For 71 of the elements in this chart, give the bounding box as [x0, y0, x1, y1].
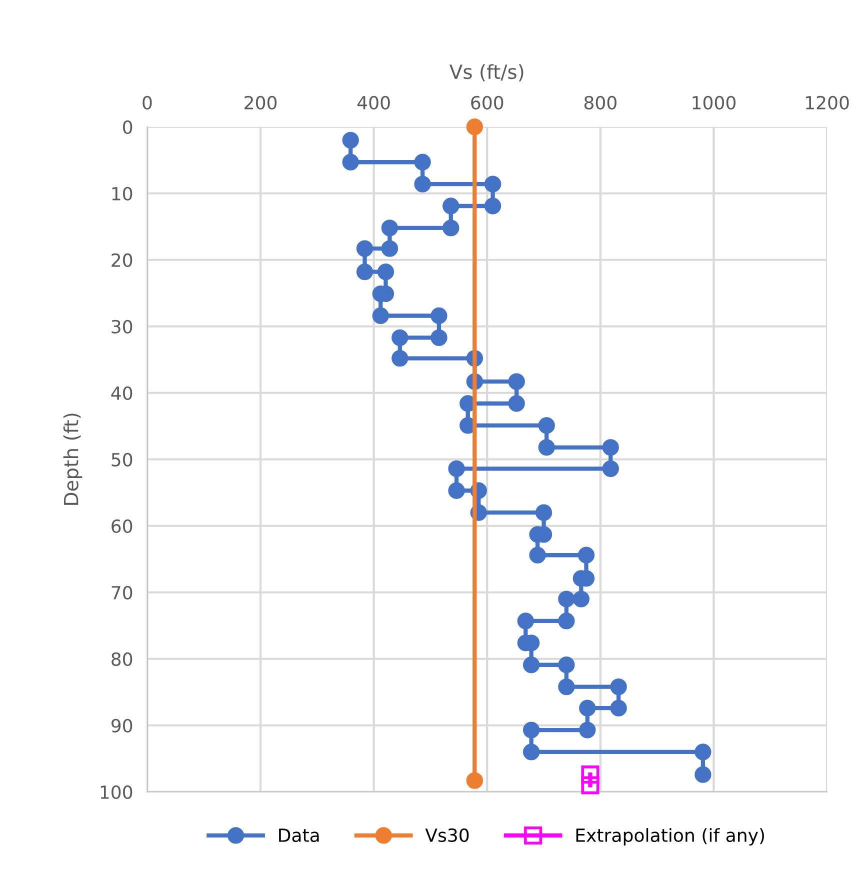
legend-label: Data	[279, 828, 319, 842]
point	[442, 198, 460, 214]
y-tick-label: 80	[112, 652, 132, 666]
point	[535, 504, 552, 521]
point	[356, 264, 374, 280]
point	[414, 154, 431, 170]
point	[522, 656, 540, 674]
point	[538, 417, 555, 434]
y-tick-label: 70	[112, 586, 132, 600]
point	[508, 373, 525, 390]
point	[579, 700, 596, 716]
point	[558, 590, 575, 608]
point	[579, 722, 596, 738]
point	[392, 329, 408, 346]
point	[558, 678, 575, 696]
y-tick-label: 10	[112, 186, 132, 200]
x-tick-label: 1200	[806, 96, 849, 110]
point	[581, 766, 600, 784]
point	[522, 744, 540, 760]
x-tick-label: 600	[471, 96, 504, 110]
point	[448, 482, 465, 499]
point	[517, 612, 534, 630]
point	[381, 220, 398, 236]
y-tick-label: 40	[111, 386, 132, 400]
point	[342, 154, 359, 170]
point	[581, 776, 600, 794]
point	[356, 240, 374, 257]
point	[466, 772, 483, 789]
point	[610, 678, 627, 696]
point	[602, 439, 619, 456]
point	[529, 546, 546, 564]
legend-label: Vs30	[425, 828, 469, 842]
point	[538, 439, 555, 456]
x-tick-label: 1000	[692, 96, 736, 110]
point	[448, 460, 465, 478]
x-tick-label: 400	[357, 96, 390, 110]
point	[466, 118, 483, 136]
y-tick-label: 20	[112, 253, 132, 267]
y-axis-title: Depth (ft)	[63, 414, 82, 505]
point	[430, 307, 448, 324]
legend-label: Extrapolation (if any)	[576, 828, 764, 846]
point	[602, 460, 619, 478]
y-tick-label: 60	[112, 519, 132, 533]
point	[342, 132, 359, 149]
point	[430, 329, 448, 346]
point	[381, 240, 398, 257]
point	[377, 264, 394, 280]
y-tick-label: 30	[112, 320, 132, 334]
point	[484, 198, 502, 214]
point	[414, 176, 431, 192]
x-tick-label: 0	[142, 96, 152, 110]
point	[610, 700, 627, 716]
point	[442, 220, 460, 236]
point	[372, 307, 389, 324]
point	[558, 612, 575, 630]
y-tick-label: 90	[111, 718, 132, 732]
point	[558, 656, 575, 674]
y-tick-label: 50	[112, 452, 132, 466]
point	[522, 722, 540, 738]
x-axis-title: Vs (ft/s)	[449, 64, 524, 82]
point	[392, 350, 408, 367]
point	[484, 176, 502, 192]
y-tick-label: 0	[123, 120, 132, 134]
point	[572, 590, 590, 608]
y-tick-label: 100	[100, 785, 132, 799]
x-tick-label: 200	[244, 96, 277, 110]
point	[694, 766, 712, 783]
x-tick-label: 800	[584, 96, 616, 110]
point	[694, 744, 712, 760]
point	[578, 546, 595, 564]
point	[508, 395, 525, 412]
